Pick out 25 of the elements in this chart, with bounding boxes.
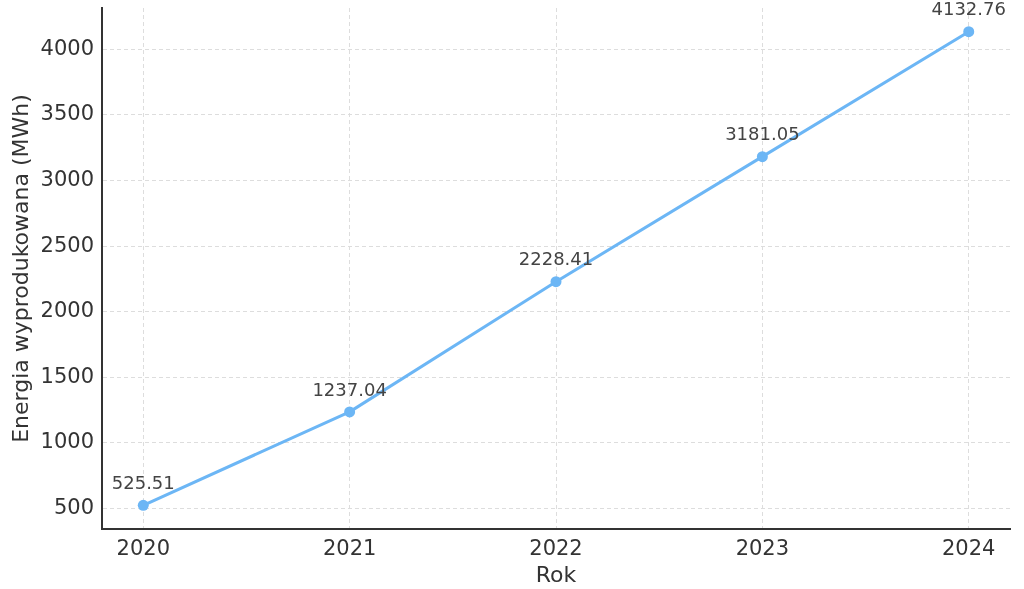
x-axis-title: Rok: [535, 561, 577, 587]
data-label: 525.51: [111, 471, 175, 493]
x-tick-label: 2023: [735, 536, 790, 561]
y-tick-label: 500: [53, 495, 94, 520]
y-tick-label: 1000: [40, 429, 94, 454]
y-tick-label: 4000: [40, 35, 94, 60]
point: [756, 151, 768, 163]
y-tick-label: 2000: [40, 298, 94, 323]
y-tick-label: 3000: [40, 166, 94, 191]
x-tick-label: 2020: [116, 536, 170, 561]
x-tick-label: 2024: [942, 536, 996, 561]
x-tick-label: 2022: [529, 536, 583, 561]
data-label: 1237.04: [312, 378, 387, 400]
y-tick-label: 3500: [40, 101, 94, 126]
point: [344, 406, 356, 418]
point: [963, 26, 975, 38]
point: [137, 499, 149, 511]
data-label: 3181.05: [725, 123, 800, 145]
point: [550, 276, 562, 288]
x-tick-label: 2021: [322, 536, 377, 561]
y-axis-title: Energia wyprodukowana (MWh): [7, 94, 33, 443]
y-tick-label: 1500: [40, 363, 94, 388]
y-tick-label: 2500: [40, 232, 94, 257]
data-label: 2228.41: [518, 248, 594, 270]
data-label: 4132.76: [931, 0, 1006, 20]
